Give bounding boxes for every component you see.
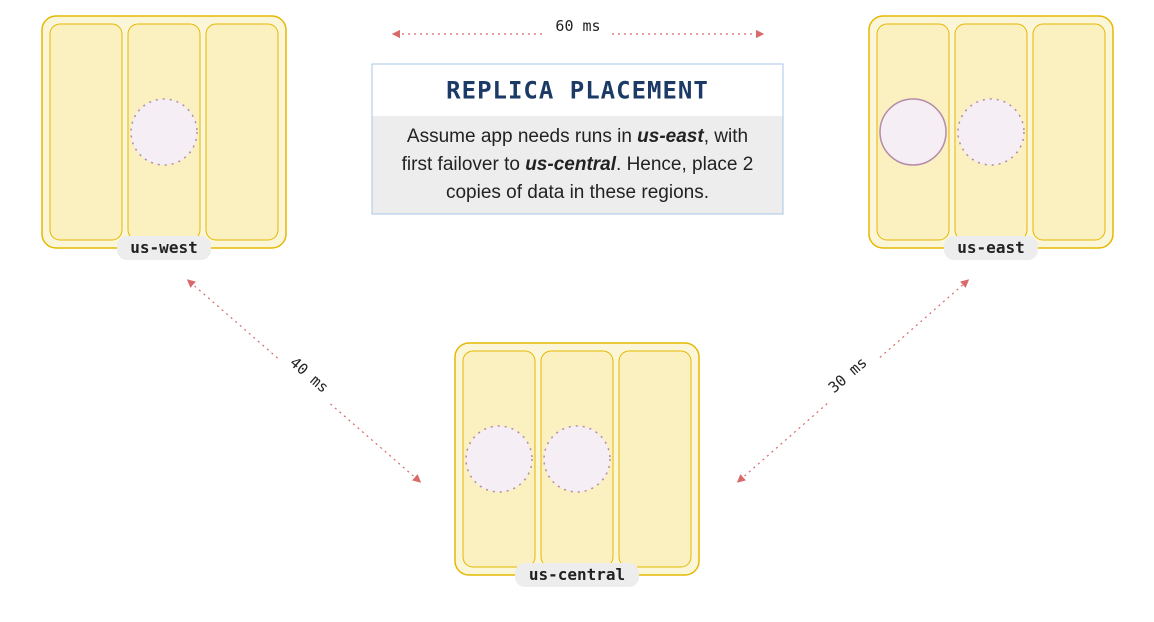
info-title: REPLICA PLACEMENT <box>446 76 709 104</box>
region-us-central: us-central <box>455 343 699 587</box>
region-column <box>206 24 278 240</box>
region-us-east: us-east <box>869 16 1113 260</box>
region-us-west: us-west <box>42 16 286 260</box>
region-label: us-central <box>529 565 625 584</box>
region-label: us-east <box>957 238 1024 257</box>
region-column <box>50 24 122 240</box>
info-body-line: copies of data in these regions. <box>446 182 709 203</box>
diagram-canvas: 60 ms40 ms30 msus-westus-eastus-centralR… <box>0 0 1154 622</box>
info-box: REPLICA PLACEMENT Assume app needs runs i… <box>372 64 783 214</box>
info-body-line: first failover to us-central. Hence, pla… <box>402 154 754 175</box>
region-column <box>1033 24 1105 240</box>
region-label: us-west <box>130 238 197 257</box>
replica-circle <box>131 99 197 165</box>
latency-label: 60 ms <box>555 17 600 35</box>
region-column <box>619 351 691 567</box>
replica-circle <box>466 426 532 492</box>
replica-circle <box>544 426 610 492</box>
info-body-line: Assume app needs runs in us-east, with <box>407 126 748 147</box>
replica-circle <box>880 99 946 165</box>
replica-circle <box>958 99 1024 165</box>
